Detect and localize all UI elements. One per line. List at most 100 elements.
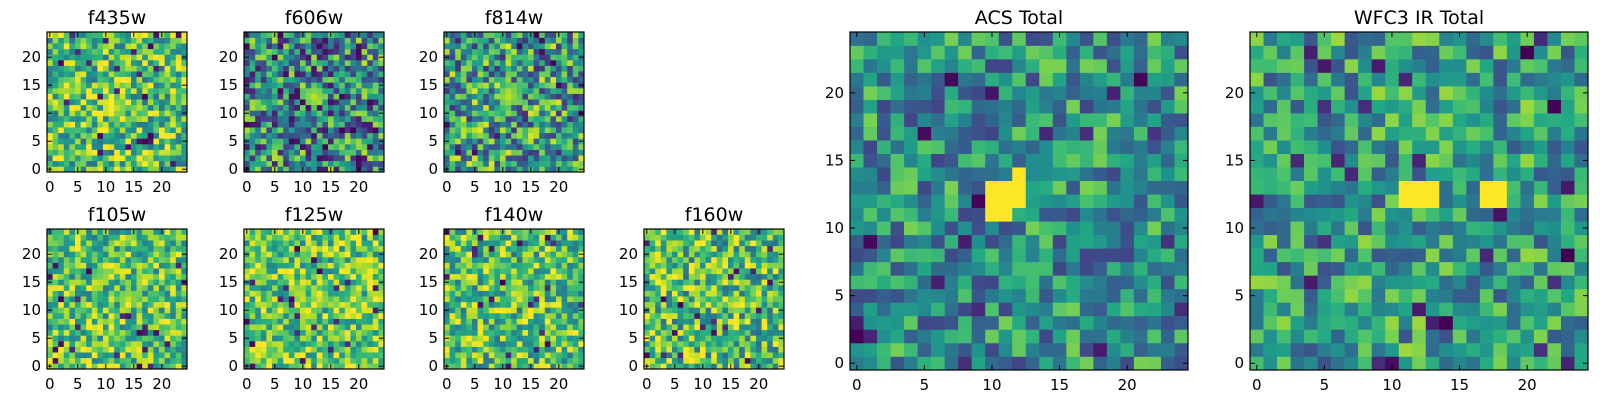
heatmap-cell bbox=[255, 127, 262, 134]
heatmap-cell bbox=[316, 346, 323, 353]
heatmap-cell bbox=[778, 245, 785, 252]
heatmap-cell bbox=[97, 155, 104, 162]
heatmap-cell bbox=[444, 341, 450, 347]
heatmap-cell bbox=[516, 290, 523, 297]
heatmap-cell bbox=[108, 132, 115, 139]
heatmap-cell bbox=[460, 273, 467, 280]
heatmap-cell bbox=[86, 99, 93, 106]
heatmap-cell bbox=[125, 138, 132, 145]
heatmap-cell bbox=[361, 71, 368, 78]
heatmap-cell bbox=[444, 262, 450, 269]
heatmap-cell bbox=[283, 116, 290, 122]
heatmap-cell bbox=[683, 268, 690, 275]
heatmap-cell bbox=[550, 363, 557, 370]
heatmap-cell bbox=[572, 273, 579, 280]
heatmap-cell bbox=[544, 160, 551, 167]
heatmap-cell bbox=[378, 93, 385, 100]
heatmap-cell bbox=[52, 76, 59, 83]
heatmap-cell bbox=[477, 268, 484, 275]
heatmap-cell bbox=[1012, 288, 1027, 303]
heatmap-cell bbox=[86, 65, 93, 72]
heatmap-cell bbox=[333, 65, 340, 72]
heatmap-cell bbox=[778, 346, 785, 353]
heatmap-cell bbox=[294, 273, 301, 280]
heatmap-cell bbox=[300, 160, 306, 167]
heatmap-cell bbox=[728, 262, 734, 269]
heatmap-cell bbox=[683, 301, 690, 308]
heatmap-cell bbox=[561, 324, 568, 331]
heatmap-cell bbox=[460, 234, 467, 241]
heatmap-cell bbox=[175, 32, 182, 38]
heatmap-cell bbox=[181, 346, 188, 353]
heatmap-cell bbox=[300, 318, 306, 325]
heatmap-cell bbox=[266, 313, 273, 319]
heatmap-cell bbox=[244, 313, 250, 319]
heatmap-cell bbox=[97, 307, 104, 314]
heatmap-cell bbox=[494, 357, 501, 364]
heatmap-cell bbox=[300, 60, 306, 66]
heatmap-cell bbox=[272, 88, 278, 94]
heatmap-cell bbox=[904, 153, 918, 168]
y-tick-label: 10 bbox=[22, 301, 41, 319]
heatmap-cell bbox=[108, 138, 115, 145]
heatmap-cell bbox=[556, 104, 562, 111]
heatmap-cell bbox=[1093, 180, 1108, 195]
heatmap-cell bbox=[333, 229, 340, 235]
heatmap-cell bbox=[578, 93, 585, 100]
heatmap-cell bbox=[761, 313, 768, 319]
heatmap-cell bbox=[69, 234, 76, 241]
heatmap-cell bbox=[572, 296, 579, 303]
heatmap-cell bbox=[91, 60, 98, 66]
heatmap-cell bbox=[91, 116, 98, 122]
heatmap-cell bbox=[449, 290, 456, 297]
heatmap-cell bbox=[75, 121, 81, 128]
heatmap-cell bbox=[311, 285, 318, 291]
heatmap-cell bbox=[505, 229, 512, 235]
heatmap-cell bbox=[511, 88, 518, 94]
heatmap-cell bbox=[288, 357, 295, 364]
heatmap-cell bbox=[311, 71, 318, 78]
heatmap-cell bbox=[97, 318, 104, 325]
heatmap-cell bbox=[266, 110, 273, 117]
heatmap-cell bbox=[572, 149, 579, 156]
heatmap-cell bbox=[677, 363, 684, 370]
heatmap-cell bbox=[733, 273, 740, 280]
heatmap-cell bbox=[86, 88, 93, 94]
heatmap-cell bbox=[147, 82, 154, 89]
heatmap-cell bbox=[572, 341, 579, 347]
heatmap-cell bbox=[333, 279, 340, 286]
heatmap-cell bbox=[539, 149, 546, 156]
heatmap-cell bbox=[472, 285, 478, 291]
heatmap-cell bbox=[339, 132, 346, 139]
heatmap-cell bbox=[283, 335, 290, 342]
heatmap-cell bbox=[1106, 356, 1121, 371]
heatmap-cell bbox=[449, 71, 456, 78]
heatmap-cell bbox=[181, 352, 188, 359]
heatmap-cell bbox=[550, 357, 557, 364]
heatmap-cell bbox=[578, 149, 585, 156]
heatmap-cell bbox=[58, 290, 65, 297]
heatmap-cell bbox=[339, 352, 346, 359]
heatmap-cell bbox=[561, 279, 568, 286]
heatmap-cell bbox=[86, 37, 93, 44]
heatmap-cell bbox=[494, 110, 501, 117]
heatmap-cell bbox=[550, 341, 557, 347]
heatmap-cell bbox=[722, 240, 729, 247]
heatmap-cell bbox=[466, 138, 473, 145]
heatmap-cell bbox=[181, 48, 188, 55]
heatmap-cell bbox=[505, 262, 512, 269]
heatmap-cell bbox=[339, 127, 346, 134]
heatmap-cell bbox=[1174, 342, 1189, 357]
heatmap-cell bbox=[52, 32, 59, 38]
heatmap-cell bbox=[1147, 248, 1162, 263]
heatmap-cell bbox=[500, 296, 506, 303]
heatmap-cell bbox=[649, 341, 656, 347]
heatmap-cell bbox=[136, 341, 143, 347]
heatmap-cell bbox=[750, 335, 757, 342]
heatmap-cell bbox=[175, 262, 182, 269]
heatmap-cell bbox=[114, 307, 121, 314]
heatmap-cell bbox=[300, 257, 306, 263]
heatmap-cell bbox=[1039, 234, 1054, 249]
heatmap-cell bbox=[305, 313, 312, 319]
heatmap-cell bbox=[350, 341, 357, 347]
